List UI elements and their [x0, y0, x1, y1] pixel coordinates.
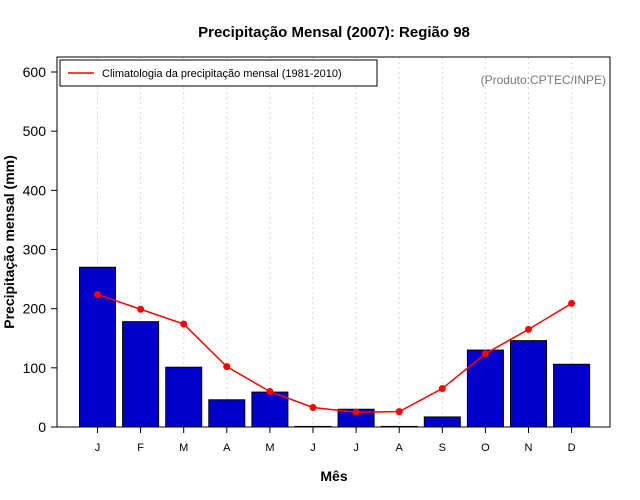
- climatology-point-12: [568, 299, 576, 307]
- x-tick-label: A: [396, 442, 404, 454]
- x-tick-label: A: [223, 442, 231, 454]
- climatology-point-8: [395, 408, 403, 416]
- legend-label: Climatologia da precipitação mensal (198…: [102, 68, 342, 80]
- x-tick-label: M: [179, 442, 188, 454]
- climatology-point-7: [352, 408, 360, 416]
- x-tick-label: M: [265, 442, 274, 454]
- climatology-line-group: [94, 290, 576, 416]
- source-note: (Produto:CPTEC/INPE): [481, 73, 606, 87]
- bar-2: [122, 321, 160, 428]
- climatology-point-10: [481, 350, 489, 358]
- y-tick-label: 400: [23, 182, 47, 198]
- y-tick-label: 0: [38, 419, 46, 435]
- y-tick-label: 100: [23, 360, 47, 376]
- climatology-point-3: [180, 320, 188, 328]
- climatology-point-4: [223, 363, 231, 371]
- x-axis-label: Mês: [320, 468, 347, 484]
- x-tick-label: N: [525, 442, 533, 454]
- climatology-line: [97, 293, 572, 413]
- x-tick-label: J: [95, 442, 101, 454]
- y-tick-label: 200: [23, 301, 47, 317]
- bar-12: [553, 363, 591, 428]
- y-axis: 0 100 200 300 400 500 600: [23, 64, 58, 435]
- x-tick-label: J: [353, 442, 359, 454]
- chart-title: Precipitação Mensal (2007): Região 98: [198, 24, 470, 41]
- bar-4: [208, 399, 246, 428]
- bar-11: [510, 340, 547, 428]
- y-axis-label: Precipitação mensal (mm): [1, 155, 17, 329]
- climatology-point-5: [266, 388, 274, 395]
- bar-10: [466, 349, 504, 428]
- climatology-point-1: [94, 290, 101, 298]
- grid-lines: [97, 57, 573, 427]
- climatology-point-6: [309, 403, 317, 411]
- bars-group: [79, 266, 591, 428]
- y-tick-label: 300: [23, 242, 47, 258]
- y-tick-label: 600: [23, 64, 47, 80]
- bar-3: [165, 366, 203, 428]
- bar-5: [251, 391, 289, 428]
- x-tick-label: F: [137, 442, 144, 454]
- climatology-point-11: [525, 325, 532, 333]
- climatology-point-9: [438, 385, 446, 393]
- climatology-point-2: [137, 305, 145, 313]
- x-tick-label: S: [439, 442, 446, 454]
- legend: Climatologia da precipitação mensal (198…: [59, 59, 378, 87]
- y-tick-label: 500: [23, 123, 47, 139]
- legend-box: [59, 59, 378, 87]
- x-tick-label: J: [310, 442, 316, 454]
- x-tick-label: D: [568, 442, 576, 454]
- x-tick-label: O: [481, 442, 490, 454]
- bar-9: [423, 416, 461, 428]
